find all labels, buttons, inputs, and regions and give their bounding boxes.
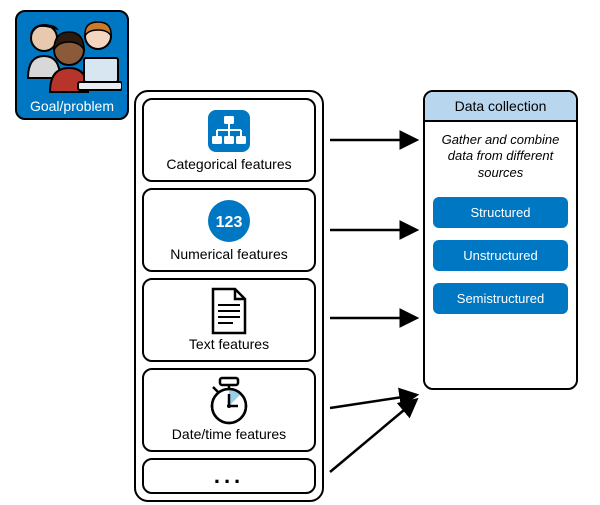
feature-label: Text features	[189, 336, 269, 352]
svg-text:123: 123	[216, 214, 243, 231]
ellipsis-label: ...	[214, 463, 244, 489]
feature-label: Date/time features	[172, 426, 286, 442]
pill-structured: Structured	[433, 197, 568, 228]
feature-card-more: ...	[142, 458, 316, 494]
document-icon	[206, 288, 252, 334]
data-collection-panel: Data collection Gather and combine data …	[423, 90, 578, 390]
feature-label: Categorical features	[166, 156, 291, 172]
features-panel: Categorical features 123 Numerical featu…	[134, 90, 324, 502]
clock-icon	[206, 378, 252, 424]
goal-problem-box: Goal/problem	[15, 10, 129, 120]
collection-title: Data collection	[425, 92, 576, 122]
feature-card-categorical: Categorical features	[142, 98, 316, 182]
pill-unstructured: Unstructured	[433, 240, 568, 271]
feature-label: Numerical features	[170, 246, 288, 262]
goal-label: Goal/problem	[30, 98, 114, 114]
number-icon: 123	[206, 198, 252, 244]
people-laptop-icon	[22, 20, 122, 98]
hierarchy-icon	[206, 108, 252, 154]
feature-card-numerical: 123 Numerical features	[142, 188, 316, 272]
feature-card-datetime: Date/time features	[142, 368, 316, 452]
collection-subtitle: Gather and combine data from different s…	[433, 130, 568, 185]
pill-semistructured: Semistructured	[433, 283, 568, 314]
feature-card-text: Text features	[142, 278, 316, 362]
